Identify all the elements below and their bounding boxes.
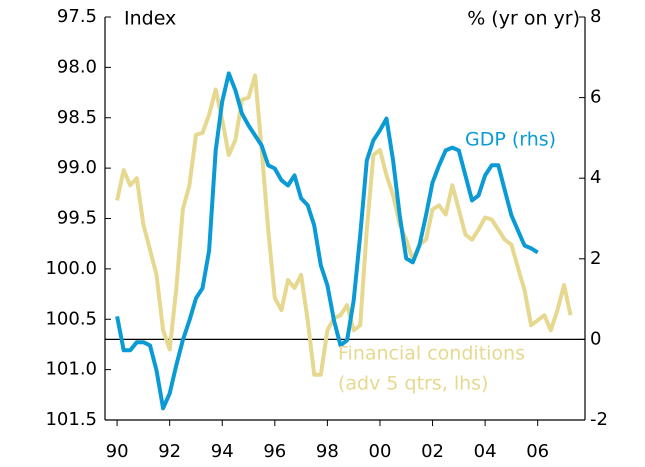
- y-tick-label: 101.5: [45, 409, 97, 430]
- y2-tick-label: 6: [590, 87, 601, 108]
- y2-tick-label: 2: [590, 248, 601, 269]
- x-tick-label: 94: [211, 441, 234, 462]
- y-tick-label: 98.5: [57, 107, 97, 128]
- series-line: [115, 71, 539, 411]
- y2-tick-label: -2: [590, 409, 608, 430]
- x-tick-label: 06: [526, 441, 549, 462]
- series-annotation: Financial conditions: [338, 343, 525, 365]
- series-line: [115, 73, 573, 377]
- y-tick-label: 98.0: [57, 56, 97, 77]
- y-tick-label: 101.0: [45, 359, 97, 380]
- y-tick-label: 99.0: [57, 157, 97, 178]
- x-tick-label: 90: [106, 441, 129, 462]
- y-tick-label: 97.5: [57, 6, 97, 27]
- y-tick-label: 100.5: [45, 308, 97, 329]
- y2-axis-label: % (yr on yr): [467, 8, 580, 30]
- y2-tick-label: 0: [590, 328, 601, 349]
- x-tick-label: 92: [158, 441, 181, 462]
- x-tick-label: 98: [316, 441, 339, 462]
- y-tick-label: 100.0: [45, 258, 97, 279]
- series-annotation: GDP (rhs): [465, 129, 556, 151]
- x-tick-label: 04: [474, 441, 497, 462]
- y-tick-label: 99.5: [57, 208, 97, 229]
- x-tick-label: 02: [421, 441, 444, 462]
- y-axis-label: Index: [124, 8, 176, 30]
- series-annotation: (adv 5 qtrs, lhs): [338, 373, 488, 395]
- y2-tick-label: 8: [590, 6, 601, 27]
- y2-tick-label: 4: [590, 167, 601, 188]
- x-tick-label: 00: [369, 441, 392, 462]
- x-tick-label: 96: [263, 441, 286, 462]
